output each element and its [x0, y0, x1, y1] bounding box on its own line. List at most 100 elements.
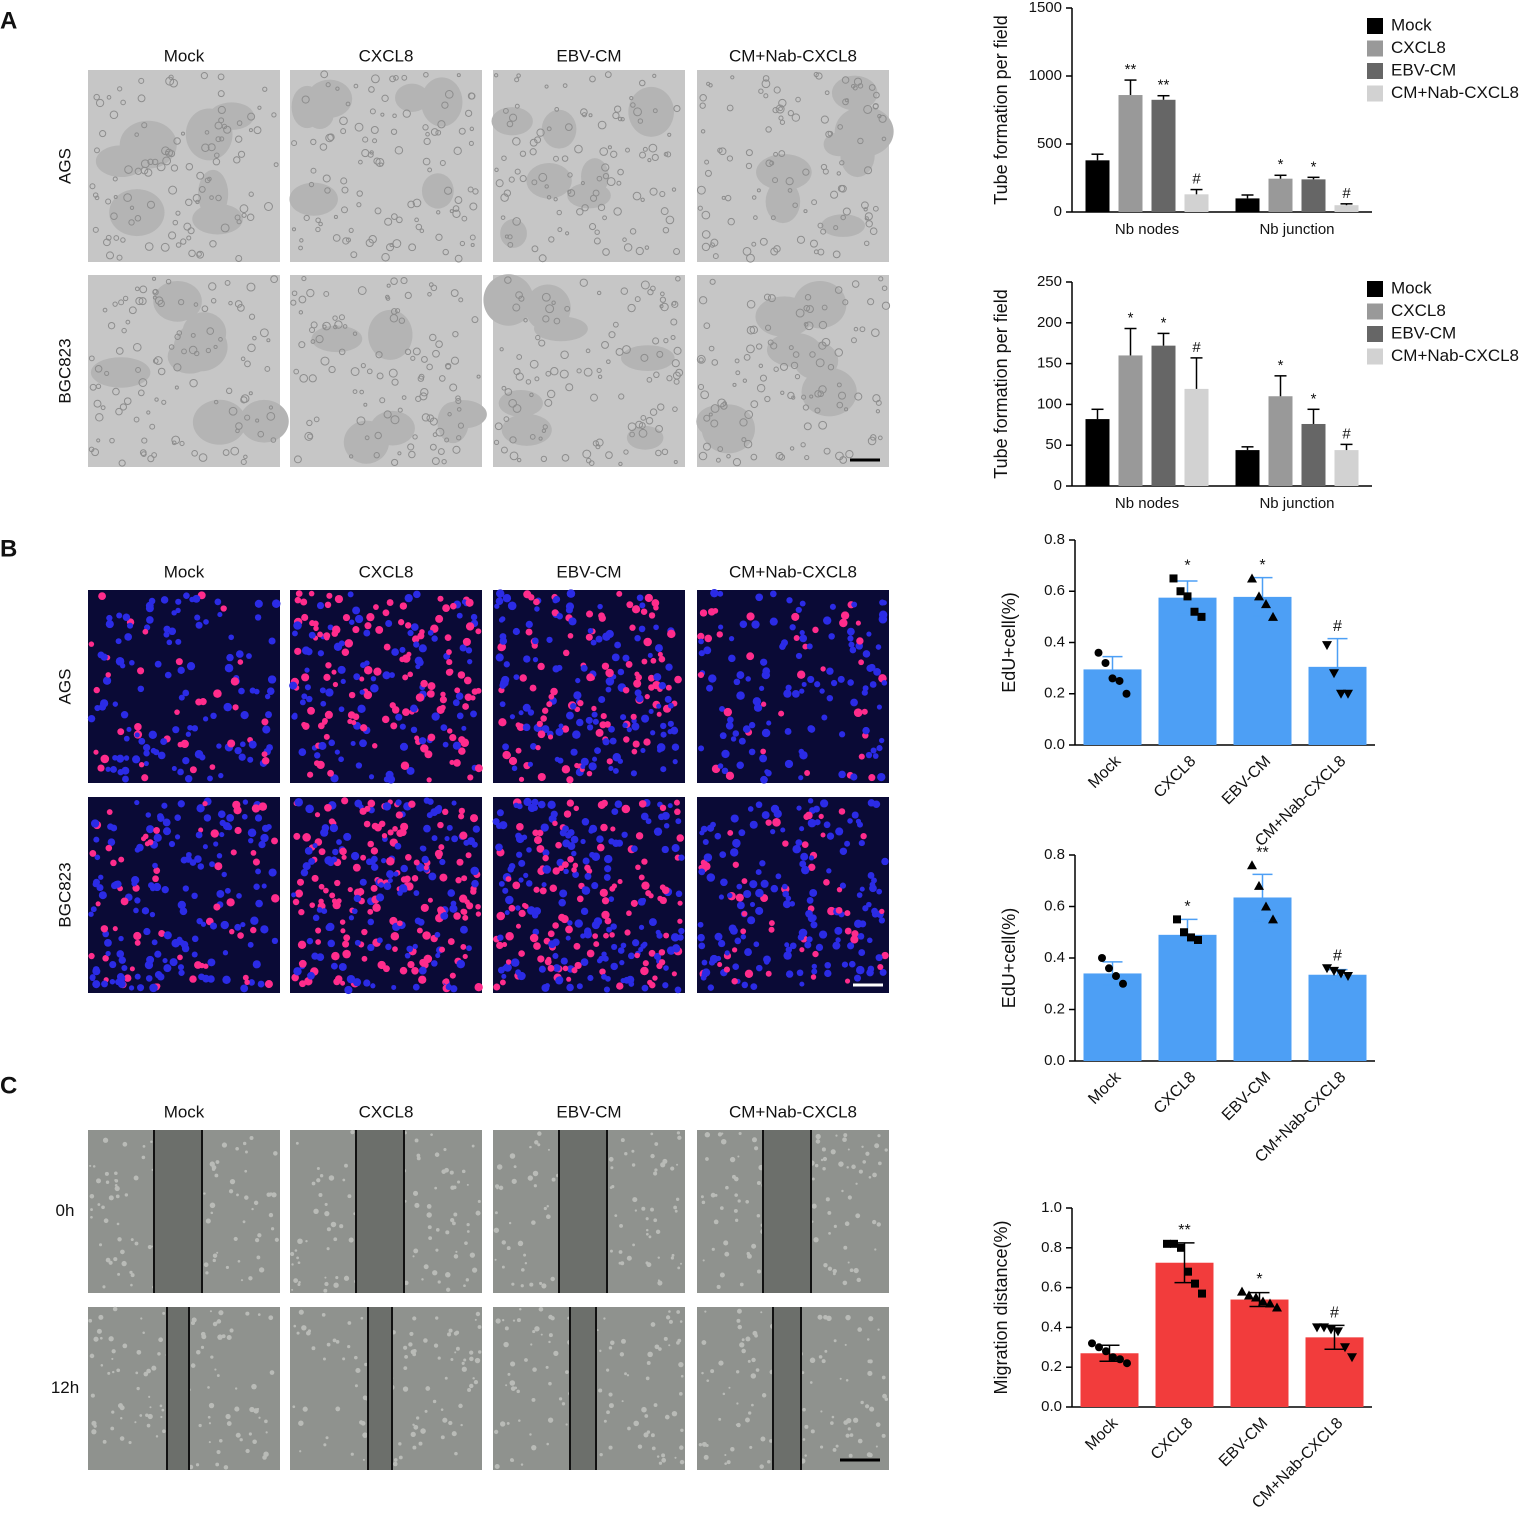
nucleus — [762, 667, 771, 675]
cell — [115, 407, 123, 416]
nucleus — [717, 590, 724, 597]
nucleus — [664, 695, 672, 703]
cell — [762, 75, 770, 82]
cell — [632, 1197, 638, 1203]
cell — [501, 385, 507, 391]
cell — [698, 451, 708, 461]
nucleus — [747, 806, 754, 812]
y-axis-title: Migration distance(%) — [991, 1220, 1011, 1394]
x-tick-label: Nb nodes — [1115, 495, 1179, 512]
cell — [402, 1386, 409, 1392]
cell — [257, 1313, 261, 1316]
nucleus — [129, 966, 135, 972]
cell — [210, 1211, 214, 1215]
nucleus — [317, 722, 325, 730]
cell — [391, 378, 399, 386]
cell — [448, 1328, 453, 1333]
data-point — [1336, 969, 1346, 979]
nucleus — [219, 819, 226, 827]
nucleus — [461, 908, 468, 915]
cell — [134, 1421, 137, 1424]
gap-region — [239, 399, 289, 443]
cell — [397, 407, 403, 413]
cell — [225, 387, 233, 395]
significance-label: * — [1256, 1271, 1262, 1288]
cell — [582, 449, 592, 459]
nucleus — [185, 731, 192, 737]
nucleus — [411, 635, 420, 643]
nucleus — [166, 639, 173, 646]
nucleus — [522, 902, 528, 908]
cell — [525, 379, 532, 385]
cell — [877, 1328, 880, 1331]
cell — [519, 1307, 522, 1311]
cell — [148, 1395, 151, 1398]
gap-region — [823, 132, 854, 157]
cell — [607, 145, 612, 150]
cell — [147, 1413, 153, 1420]
nucleus — [390, 931, 400, 941]
nucleus — [300, 868, 309, 877]
cell — [579, 278, 588, 287]
cell — [496, 1164, 503, 1170]
cell — [341, 206, 348, 214]
cell — [114, 1179, 119, 1183]
cell — [301, 95, 310, 104]
cell — [613, 105, 622, 113]
nucleus — [805, 909, 813, 918]
nucleus — [505, 931, 514, 941]
cell — [437, 448, 445, 455]
cell — [342, 324, 348, 329]
cell — [450, 1185, 455, 1190]
micrograph — [696, 275, 891, 467]
cell — [647, 1351, 653, 1358]
nucleus — [759, 860, 766, 867]
nucleus — [327, 624, 334, 631]
nucleus — [709, 954, 719, 964]
cell — [439, 160, 446, 167]
cell — [639, 79, 646, 87]
nucleus — [640, 812, 649, 821]
nucleus — [184, 775, 193, 783]
cell — [751, 241, 757, 247]
nucleus — [247, 756, 254, 763]
cell — [494, 1211, 498, 1215]
cell — [861, 1145, 864, 1148]
nucleus — [502, 750, 511, 760]
legend-swatch — [1367, 326, 1383, 342]
cell — [146, 1368, 151, 1374]
nucleus — [858, 839, 865, 847]
nucleus — [661, 811, 670, 820]
nucleus — [783, 951, 792, 960]
cell — [453, 146, 462, 156]
nucleus — [203, 963, 209, 969]
cell — [221, 123, 228, 130]
nucleus — [316, 907, 323, 913]
nucleus — [770, 804, 780, 814]
data-point — [1258, 1296, 1268, 1306]
nucleus — [459, 644, 467, 652]
nucleus — [117, 974, 126, 983]
nucleus — [107, 838, 116, 846]
row-label: 12h — [51, 1378, 79, 1397]
nucleus — [334, 975, 343, 983]
cell — [114, 1183, 118, 1187]
nucleus — [340, 980, 346, 986]
cell — [420, 388, 429, 397]
nucleus — [566, 711, 574, 720]
scratch-gap — [167, 1307, 189, 1470]
nucleus — [855, 965, 865, 975]
nucleus — [408, 800, 416, 808]
nucleus — [595, 728, 604, 737]
cell — [548, 1381, 552, 1386]
nucleus — [588, 762, 597, 771]
cell — [356, 202, 362, 208]
cell — [717, 398, 727, 408]
nucleus — [741, 878, 748, 885]
cell — [457, 1180, 461, 1184]
nucleus — [329, 823, 339, 833]
nucleus — [542, 865, 552, 874]
nucleus — [653, 673, 662, 681]
nucleus — [117, 768, 124, 776]
cell — [551, 300, 556, 305]
